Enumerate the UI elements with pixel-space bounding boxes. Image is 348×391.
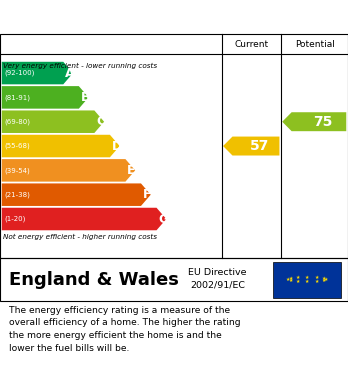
Text: England & Wales: England & Wales: [9, 271, 179, 289]
Text: 57: 57: [250, 139, 269, 153]
Text: ★: ★: [324, 277, 329, 282]
Text: (69-80): (69-80): [4, 118, 30, 125]
Polygon shape: [282, 112, 346, 131]
Text: (21-38): (21-38): [4, 192, 30, 198]
Text: ★: ★: [322, 276, 326, 281]
Text: Current: Current: [235, 39, 269, 48]
Text: E: E: [127, 164, 136, 177]
Polygon shape: [2, 159, 135, 182]
Text: Energy Efficiency Rating: Energy Efficiency Rating: [9, 10, 211, 25]
Text: ★: ★: [288, 276, 293, 281]
Polygon shape: [2, 110, 104, 133]
Text: ★: ★: [286, 277, 290, 282]
Text: ★: ★: [315, 279, 319, 284]
Text: D: D: [112, 140, 122, 152]
Polygon shape: [2, 86, 88, 109]
Text: ★: ★: [295, 279, 300, 284]
Text: (55-68): (55-68): [4, 143, 30, 149]
Text: B: B: [80, 91, 90, 104]
Polygon shape: [2, 62, 73, 84]
Polygon shape: [2, 208, 166, 230]
Text: ★: ★: [288, 278, 293, 283]
Text: EU Directive
2002/91/EC: EU Directive 2002/91/EC: [188, 268, 247, 289]
Polygon shape: [223, 136, 279, 156]
Text: C: C: [96, 115, 105, 128]
Bar: [273, 262, 341, 298]
Text: ★: ★: [295, 275, 300, 280]
Text: Very energy efficient - lower running costs: Very energy efficient - lower running co…: [3, 63, 158, 69]
Text: ★: ★: [315, 275, 319, 280]
Text: (81-91): (81-91): [4, 94, 30, 100]
Text: ★: ★: [322, 278, 326, 283]
Text: (39-54): (39-54): [4, 167, 30, 174]
Polygon shape: [2, 183, 151, 206]
Text: Potential: Potential: [295, 39, 334, 48]
Text: (1-20): (1-20): [4, 216, 25, 222]
Text: ★: ★: [305, 280, 309, 284]
Text: A: A: [65, 66, 74, 79]
Text: 75: 75: [313, 115, 332, 129]
Text: ★: ★: [305, 275, 309, 280]
Text: G: G: [158, 213, 168, 226]
Text: Not energy efficient - higher running costs: Not energy efficient - higher running co…: [3, 233, 158, 240]
Text: (92-100): (92-100): [4, 70, 34, 76]
Text: F: F: [143, 188, 151, 201]
Polygon shape: [2, 135, 120, 157]
Text: The energy efficiency rating is a measure of the
overall efficiency of a home. T: The energy efficiency rating is a measur…: [9, 306, 240, 353]
